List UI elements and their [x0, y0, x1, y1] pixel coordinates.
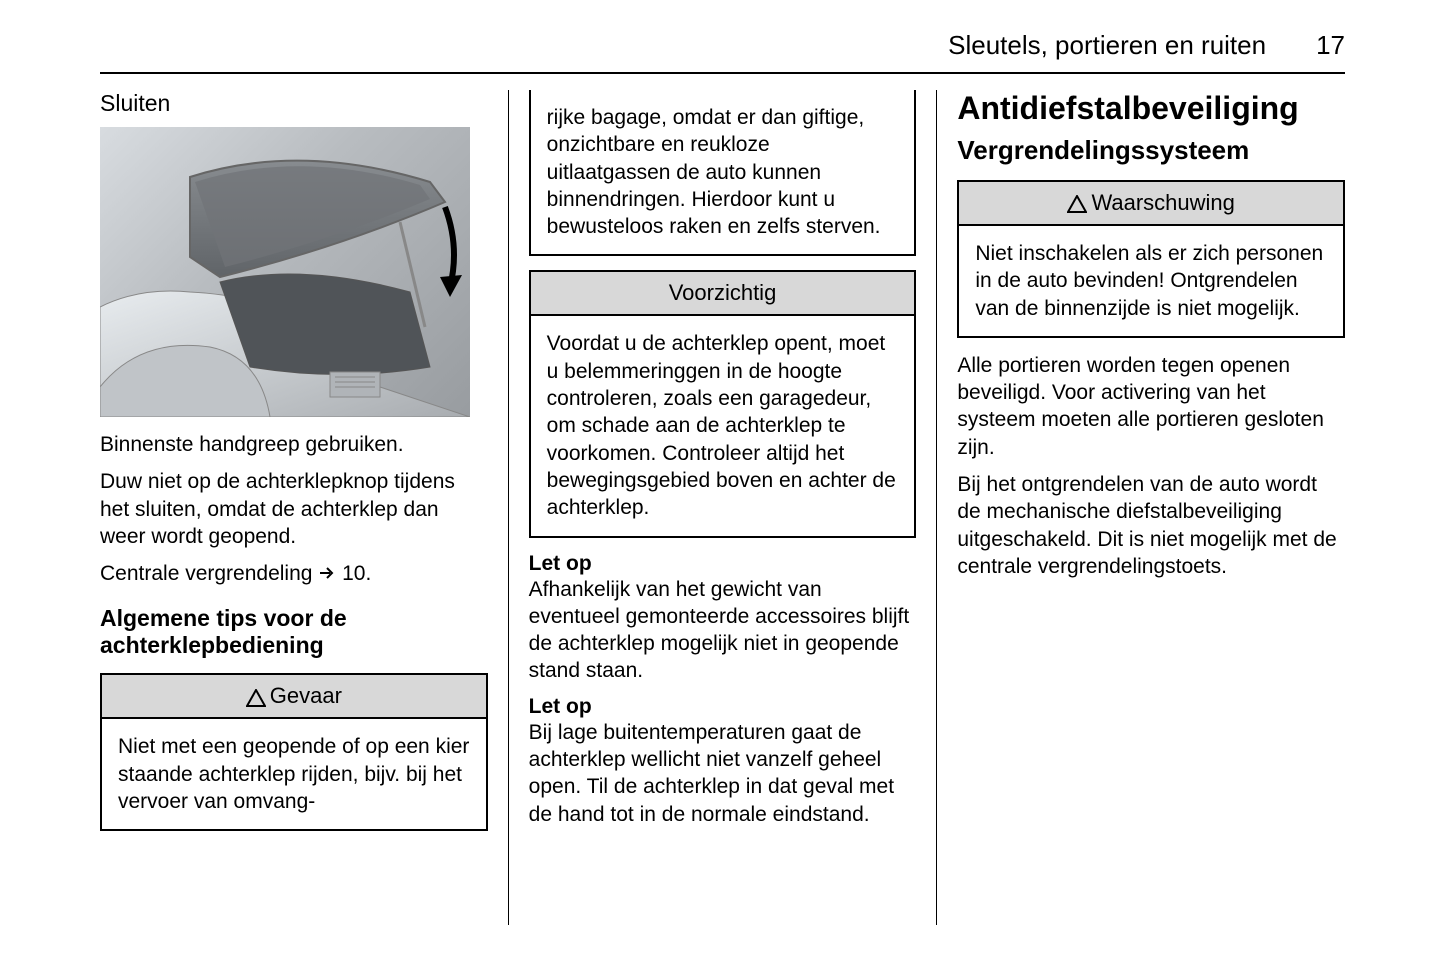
- danger-box: Gevaar Niet met een geopende of op een k…: [100, 673, 488, 831]
- car-tailgate-svg: [100, 127, 470, 417]
- column-3: Antidiefstalbeveiliging Vergrendelingssy…: [936, 90, 1345, 925]
- page-header: Sleutels, portieren en ruiten 17: [948, 30, 1345, 61]
- danger-box-continued: rijke bagage, omdat er dan giftige, onzi…: [529, 90, 917, 256]
- col1-p3-pre: Centrale vergrendeling: [100, 562, 318, 585]
- col3-p2: Bij het ontgrendelen van de auto wordt d…: [957, 471, 1345, 580]
- danger-title: Gevaar: [270, 683, 342, 708]
- danger-body: Niet met een geopende of op een kier sta…: [102, 719, 486, 829]
- col1-p2: Duw niet op de achterklepknop tijdens he…: [100, 468, 488, 550]
- warning-title: Waarschuwing: [1091, 190, 1234, 215]
- heading-tips: Algemene tips voor de achterklepbedienin…: [100, 605, 488, 659]
- col1-p1: Binnenste handgreep gebruiken.: [100, 431, 488, 458]
- tailgate-illustration: [100, 127, 470, 417]
- header-rule: [100, 72, 1345, 74]
- chapter-title: Sleutels, portieren en ruiten: [948, 30, 1266, 61]
- note2-body: Bij lage buitentemperaturen gaat de acht…: [529, 719, 917, 828]
- warning-box: Waarschuwing Niet inschakelen als er zic…: [957, 180, 1345, 338]
- caution-header: Voorzichtig: [531, 272, 915, 316]
- column-1: Sluiten: [100, 90, 508, 925]
- col1-p3-ref: 10.: [336, 562, 371, 585]
- page-number: 17: [1316, 30, 1345, 61]
- col1-p3: Centrale vergrendeling 10.: [100, 560, 488, 587]
- warning-triangle-icon: [246, 689, 266, 707]
- heading-locking: Vergrendelingssysteem: [957, 135, 1345, 166]
- warning-triangle-icon: [1067, 195, 1087, 213]
- heading-antitheft: Antidiefstalbeveiliging: [957, 90, 1345, 127]
- danger-header: Gevaar: [102, 675, 486, 719]
- note1-label: Let op: [529, 552, 917, 576]
- warning-body: Niet inschakelen als er zich personen in…: [959, 226, 1343, 336]
- note2-label: Let op: [529, 695, 917, 719]
- note1-body: Afhankelijk van het gewicht van eventuee…: [529, 576, 917, 685]
- warning-header: Waarschuwing: [959, 182, 1343, 226]
- danger-body-cont: rijke bagage, omdat er dan giftige, onzi…: [531, 90, 915, 254]
- caution-body: Voordat u de achterklep opent, moet u be…: [531, 316, 915, 535]
- caution-box: Voorzichtig Voordat u de achterklep open…: [529, 270, 917, 537]
- heading-sluiten: Sluiten: [100, 90, 488, 117]
- column-2: rijke bagage, omdat er dan giftige, onzi…: [508, 90, 937, 925]
- reference-arrow-icon: [318, 564, 336, 582]
- content-columns: Sluiten: [100, 90, 1345, 925]
- col3-p1: Alle portieren worden tegen openen bevei…: [957, 352, 1345, 461]
